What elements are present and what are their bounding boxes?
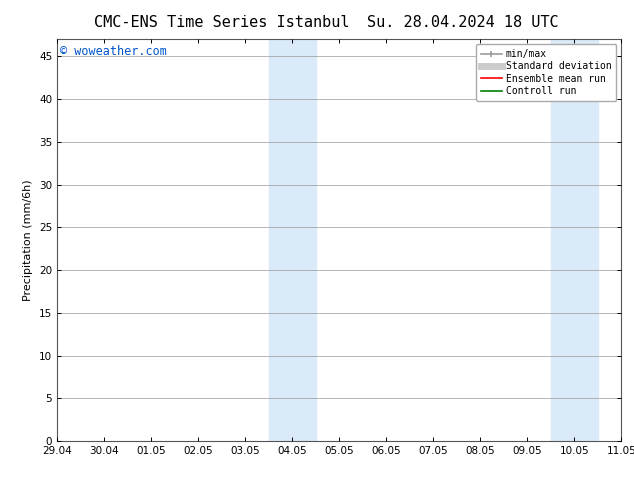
Text: © woweather.com: © woweather.com <box>60 45 167 58</box>
Bar <box>551 39 598 441</box>
Legend: min/max, Standard deviation, Ensemble mean run, Controll run: min/max, Standard deviation, Ensemble me… <box>476 44 616 101</box>
Text: Su. 28.04.2024 18 UTC: Su. 28.04.2024 18 UTC <box>367 15 559 30</box>
Bar <box>269 39 316 441</box>
Text: CMC-ENS Time Series Istanbul: CMC-ENS Time Series Istanbul <box>94 15 349 30</box>
Y-axis label: Precipitation (mm/6h): Precipitation (mm/6h) <box>23 179 34 301</box>
